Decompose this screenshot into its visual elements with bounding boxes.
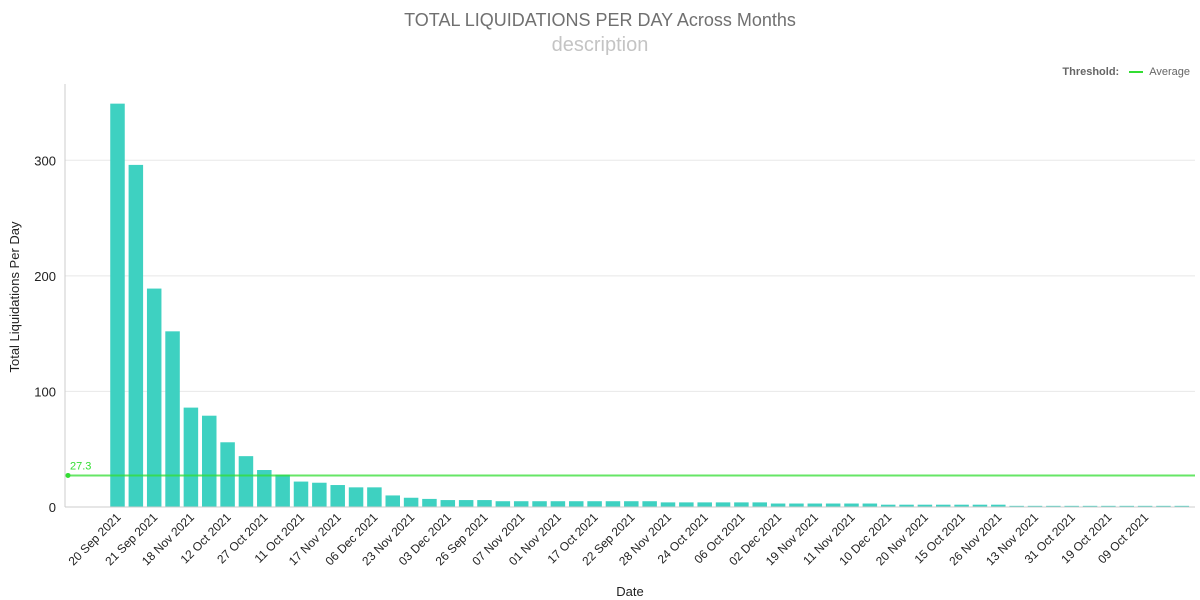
bar[interactable] — [532, 501, 547, 507]
bar[interactable] — [1137, 505, 1153, 507]
bar[interactable] — [642, 501, 657, 507]
y-tick-label: 100 — [34, 384, 56, 399]
bar[interactable] — [569, 501, 584, 507]
bar[interactable] — [752, 502, 768, 507]
bar[interactable] — [605, 501, 621, 507]
legend[interactable]: Threshold: Average — [1062, 66, 1190, 78]
bar[interactable] — [183, 407, 199, 507]
bar[interactable] — [697, 502, 712, 507]
bar[interactable] — [293, 481, 309, 507]
bar[interactable] — [458, 500, 474, 507]
legend-title: Threshold: — [1062, 66, 1120, 78]
bar[interactable] — [715, 502, 731, 507]
bar[interactable] — [165, 331, 180, 507]
bar[interactable] — [917, 504, 933, 507]
y-axis-title: Total Liquidations Per Day — [7, 221, 22, 373]
bar[interactable] — [770, 503, 786, 507]
bar[interactable] — [789, 503, 804, 507]
bar[interactable] — [862, 503, 878, 507]
axes — [64, 84, 1195, 508]
bar[interactable] — [1009, 505, 1024, 507]
bar[interactable] — [1119, 505, 1135, 507]
bar[interactable] — [1064, 505, 1079, 507]
bar[interactable] — [1174, 505, 1190, 507]
bar[interactable] — [807, 503, 823, 507]
bar[interactable] — [1101, 505, 1116, 507]
bar[interactable] — [624, 501, 639, 507]
bar[interactable] — [275, 474, 290, 507]
y-tick-label: 200 — [34, 269, 56, 284]
bar[interactable] — [899, 504, 914, 507]
bar[interactable] — [495, 501, 511, 507]
bar[interactable] — [146, 288, 162, 507]
bar[interactable] — [1082, 505, 1098, 507]
bar[interactable] — [440, 500, 456, 507]
bar[interactable] — [550, 501, 566, 507]
average-value-label: 27.3 — [70, 460, 91, 472]
bar[interactable] — [1156, 505, 1171, 507]
bar[interactable] — [422, 498, 437, 507]
bar[interactable] — [936, 504, 951, 507]
bar[interactable] — [403, 497, 419, 507]
gridlines — [65, 159, 1195, 392]
bar[interactable] — [991, 504, 1006, 507]
bar[interactable] — [513, 501, 529, 507]
chart-subtitle: description — [551, 34, 649, 56]
chart-title: TOTAL LIQUIDATIONS PER DAY Across Months — [404, 10, 796, 30]
y-tick-label: 300 — [34, 153, 56, 168]
bar[interactable] — [954, 504, 969, 507]
bar[interactable] — [330, 485, 345, 507]
legend-item-average[interactable]: Average — [1149, 66, 1190, 78]
bar[interactable] — [128, 164, 144, 507]
y-tick-label: 0 — [49, 500, 56, 515]
bars — [110, 103, 1190, 508]
legend-swatch-average — [1129, 71, 1144, 73]
bar[interactable] — [477, 500, 492, 507]
bar[interactable] — [1027, 505, 1043, 507]
bar[interactable] — [734, 502, 749, 507]
bar[interactable] — [825, 503, 841, 507]
bar[interactable] — [367, 487, 382, 507]
bar[interactable] — [679, 502, 694, 507]
bar[interactable] — [844, 503, 859, 507]
bar[interactable] — [972, 504, 988, 507]
average-marker — [65, 472, 71, 478]
bar[interactable] — [587, 501, 602, 507]
bar[interactable] — [385, 495, 401, 507]
bar[interactable] — [238, 456, 254, 507]
x-axis-title: Date — [616, 584, 643, 599]
bar[interactable] — [880, 504, 896, 507]
bar[interactable] — [110, 103, 125, 508]
bar[interactable] — [312, 482, 327, 507]
bar[interactable] — [660, 502, 676, 507]
threshold-line: 27.3 — [65, 460, 1195, 478]
bar[interactable] — [1046, 505, 1061, 507]
bar[interactable] — [202, 415, 217, 507]
bar[interactable] — [348, 487, 364, 507]
y-tick-labels: 0 100 200 300 — [34, 153, 56, 515]
bar[interactable] — [257, 470, 272, 507]
